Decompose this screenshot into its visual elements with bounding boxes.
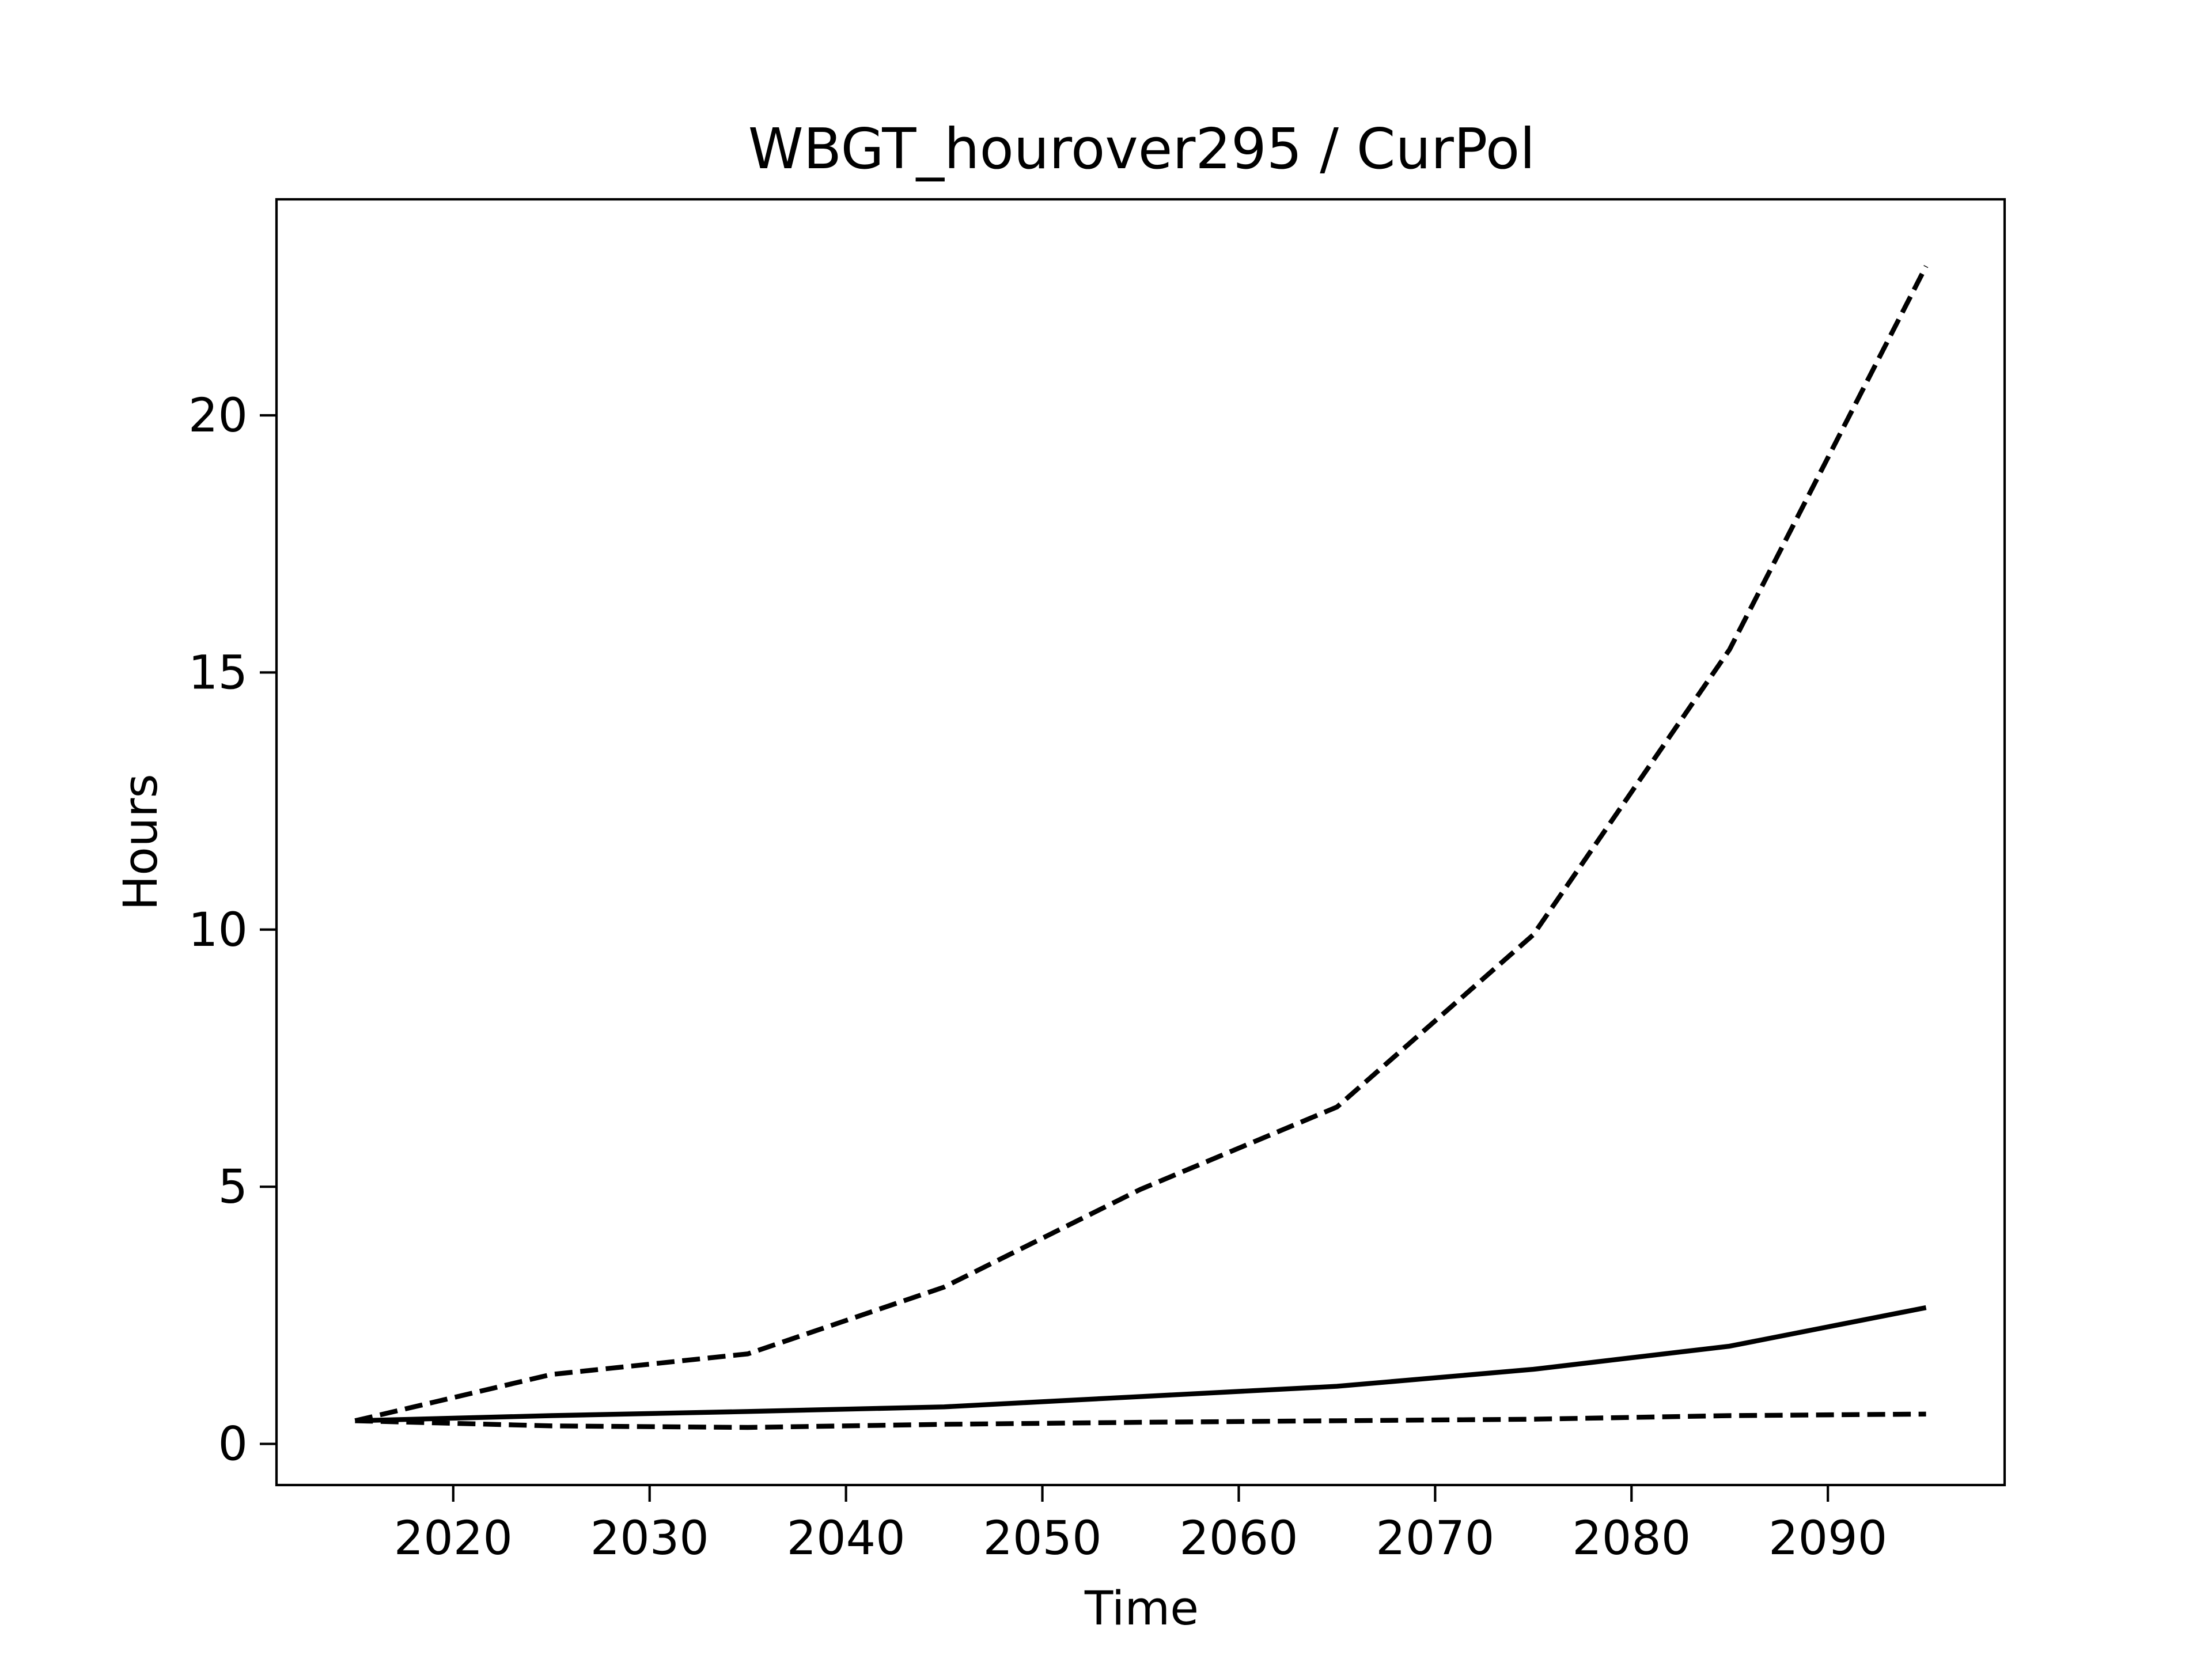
x-tick-label: 2020 [394,1512,513,1566]
x-tick-label: 2090 [1768,1512,1887,1566]
upper-dashed-series-line [354,265,1929,1423]
x-tick-label: 2040 [787,1512,906,1566]
x-tick-label: 2030 [590,1512,709,1566]
y-tick-label: 15 [188,646,248,700]
y-tick-label: 5 [218,1160,248,1214]
median-solid-series-line [355,1305,1927,1423]
plot-frame [275,198,2006,1487]
y-tick-label: 10 [188,903,248,957]
y-axis-label: Hours [114,774,168,910]
x-tick-label: 2050 [983,1512,1101,1566]
x-axis-label: Time [1084,1582,1199,1636]
x-tick-label: 2080 [1572,1512,1691,1566]
x-tick-label: 2060 [1179,1512,1298,1566]
chart-title: WBGT_hourover295 / CurPol [748,116,1535,181]
lower-dashed-series-line [355,1411,1926,1430]
y-tick-label: 0 [218,1418,248,1472]
y-tick-label: 20 [188,389,248,443]
x-axis: 2020 2030 2040 2050 2060 2070 2080 2090 [394,1485,1887,1566]
y-axis: 0 5 10 15 20 [188,389,276,1472]
x-tick-label: 2070 [1376,1512,1494,1566]
plot-area [354,265,1929,1430]
